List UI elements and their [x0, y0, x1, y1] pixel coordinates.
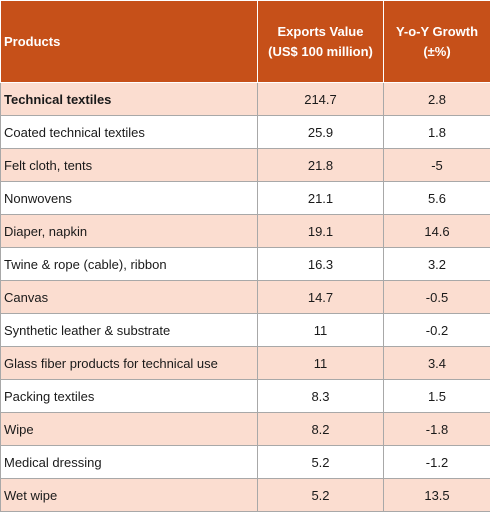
table-row: Diaper, napkin 19.1 14.6: [0, 214, 490, 248]
exports-cell: 21.1: [257, 181, 384, 215]
table-row: Technical textiles 214.7 2.8: [0, 82, 490, 116]
growth-cell: -1.2: [383, 445, 490, 479]
growth-cell: 3.4: [383, 346, 490, 380]
table-row: Glass fiber products for technical use 1…: [0, 346, 490, 380]
product-cell: Wet wipe: [0, 478, 258, 512]
growth-cell: 1.5: [383, 379, 490, 413]
exports-cell: 25.9: [257, 115, 384, 149]
product-cell: Canvas: [0, 280, 258, 314]
header-exports-value: Exports Value (US$ 100 million): [257, 0, 384, 83]
header-exports-line1: Exports Value: [277, 23, 364, 39]
exports-cell: 16.3: [257, 247, 384, 281]
product-cell: Technical textiles: [0, 82, 258, 116]
table-row: Synthetic leather & substrate 11 -0.2: [0, 313, 490, 347]
growth-cell: 3.2: [383, 247, 490, 281]
growth-cell: 1.8: [383, 115, 490, 149]
growth-cell: 5.6: [383, 181, 490, 215]
table-row: Nonwovens 21.1 5.6: [0, 181, 490, 215]
table-row: Packing textiles 8.3 1.5: [0, 379, 490, 413]
product-cell: Wipe: [0, 412, 258, 446]
exports-cell: 8.3: [257, 379, 384, 413]
table-body: Technical textiles 214.7 2.8 Coated tech…: [0, 82, 490, 512]
product-cell: Diaper, napkin: [0, 214, 258, 248]
header-products-label: Products: [4, 33, 61, 49]
exports-cell: 19.1: [257, 214, 384, 248]
table-row: Twine & rope (cable), ribbon 16.3 3.2: [0, 247, 490, 281]
exports-cell: 14.7: [257, 280, 384, 314]
table-row: Canvas 14.7 -0.5: [0, 280, 490, 314]
product-cell: Coated technical textiles: [0, 115, 258, 149]
exports-cell: 5.2: [257, 478, 384, 512]
growth-cell: 14.6: [383, 214, 490, 248]
growth-cell: -5: [383, 148, 490, 182]
product-cell: Medical dressing: [0, 445, 258, 479]
exports-cell: 11: [257, 346, 384, 380]
header-yoy-growth: Y-o-Y Growth (±%): [383, 0, 490, 83]
growth-cell: -0.5: [383, 280, 490, 314]
growth-cell: 13.5: [383, 478, 490, 512]
table-row: Wet wipe 5.2 13.5: [0, 478, 490, 512]
table-header: Products Exports Value (US$ 100 million)…: [0, 0, 490, 83]
exports-cell: 21.8: [257, 148, 384, 182]
product-cell: Glass fiber products for technical use: [0, 346, 258, 380]
product-cell: Synthetic leather & substrate: [0, 313, 258, 347]
exports-cell: 8.2: [257, 412, 384, 446]
table-row: Coated technical textiles 25.9 1.8: [0, 115, 490, 149]
exports-cell: 11: [257, 313, 384, 347]
growth-cell: -1.8: [383, 412, 490, 446]
exports-cell: 5.2: [257, 445, 384, 479]
header-growth-line2: (±%): [423, 43, 451, 59]
product-cell: Felt cloth, tents: [0, 148, 258, 182]
header-row: Products Exports Value (US$ 100 million)…: [0, 0, 490, 83]
table-row: Medical dressing 5.2 -1.2: [0, 445, 490, 479]
exports-cell: 214.7: [257, 82, 384, 116]
product-cell: Packing textiles: [0, 379, 258, 413]
header-growth-line1: Y-o-Y Growth: [395, 23, 479, 39]
header-exports-line2: (US$ 100 million): [268, 43, 373, 59]
table-row: Wipe 8.2 -1.8: [0, 412, 490, 446]
product-cell: Nonwovens: [0, 181, 258, 215]
growth-cell: 2.8: [383, 82, 490, 116]
table-row: Felt cloth, tents 21.8 -5: [0, 148, 490, 182]
product-cell: Twine & rope (cable), ribbon: [0, 247, 258, 281]
header-products: Products: [0, 0, 258, 83]
growth-cell: -0.2: [383, 313, 490, 347]
